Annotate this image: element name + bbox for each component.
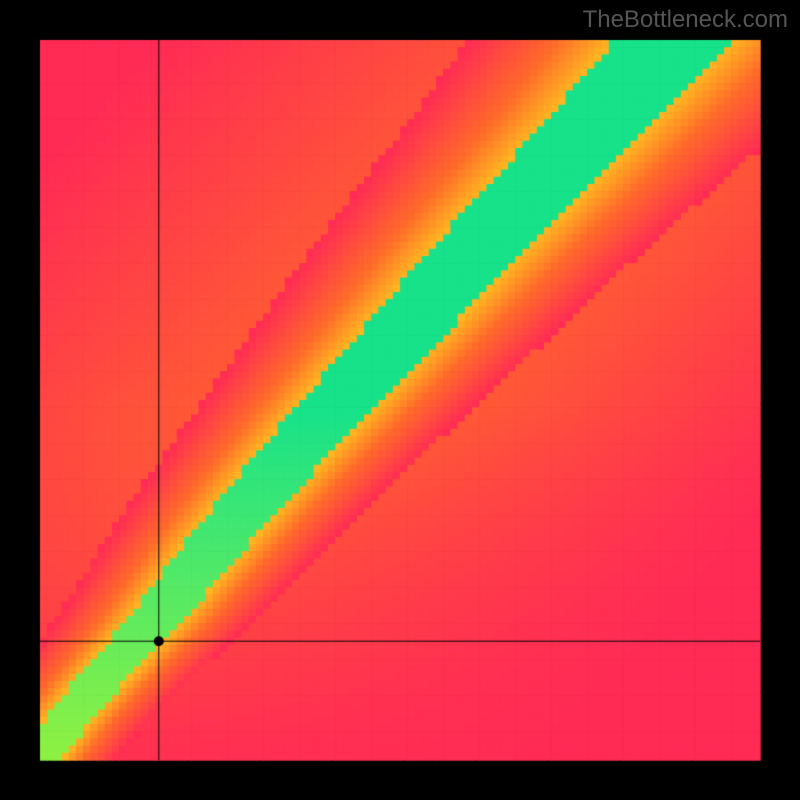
bottleneck-heatmap (0, 0, 800, 800)
watermark-text: TheBottleneck.com (583, 6, 788, 34)
chart-container: TheBottleneck.com (0, 0, 800, 800)
